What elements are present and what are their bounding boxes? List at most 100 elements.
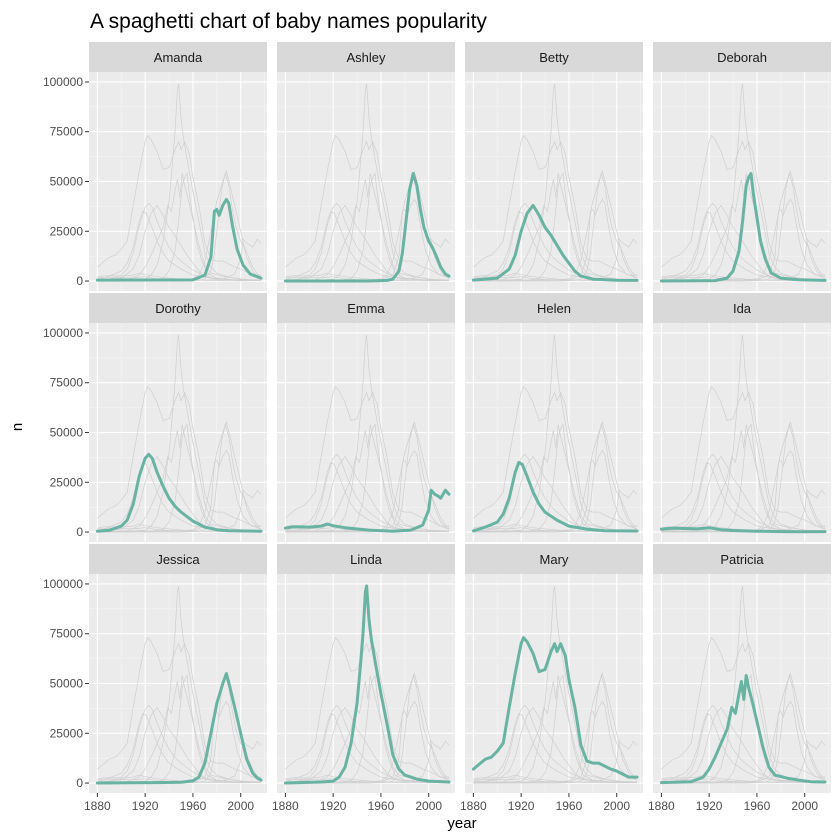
- background-line-deborah: [473, 423, 638, 533]
- background-line-jessica: [473, 170, 638, 282]
- background-line-ashley: [97, 172, 262, 282]
- y-tick-label: 75000: [50, 627, 84, 641]
- y-tick-label: 75000: [50, 376, 84, 390]
- background-line-dorothy: [285, 453, 450, 532]
- background-line-helen: [285, 210, 450, 281]
- x-tick-label: 1880: [648, 799, 675, 813]
- facet-panel-amanda: Amanda 0 25000 50000 75000 100000: [43, 42, 267, 291]
- background-line-amanda: [285, 198, 450, 281]
- y-tick-label: 50000: [50, 426, 84, 440]
- facet-label: Patricia: [720, 552, 764, 567]
- background-line-mary: [473, 135, 637, 276]
- background-line-ida: [97, 778, 262, 784]
- background-line-mary: [285, 637, 449, 778]
- facet-label: Ida: [733, 301, 752, 316]
- background-line-patricia: [661, 424, 826, 532]
- background-line-deborah: [97, 674, 262, 784]
- facet-panels: Amanda 0 25000 50000 75000 100000 Ashley Betty D…: [43, 42, 831, 813]
- background-line-helen: [473, 712, 638, 783]
- facet-label: Jessica: [156, 552, 200, 567]
- highlight-line-ida: [659, 526, 827, 534]
- background-line-jessica: [473, 421, 638, 533]
- x-tick-label: 2000: [791, 799, 818, 813]
- background-line-dorothy: [661, 202, 826, 281]
- background-line-dorothy: [661, 453, 826, 532]
- highlight-line-deborah: [659, 172, 827, 283]
- background-line-mary: [661, 135, 825, 276]
- highlight-line-betty: [471, 203, 639, 282]
- x-tick-label: 1880: [460, 799, 487, 813]
- y-tick-label: 100000: [43, 326, 83, 340]
- facet-panel-betty: Betty: [465, 42, 643, 291]
- background-line-jessica: [285, 672, 450, 784]
- y-tick-label: 25000: [50, 224, 84, 238]
- x-tick-label: 1920: [132, 799, 159, 813]
- x-tick-label: 1960: [180, 799, 207, 813]
- y-tick-label: 100000: [43, 75, 83, 89]
- highlight-line-mary: [471, 636, 639, 779]
- facet-strip: [465, 544, 643, 574]
- y-axis-title: n: [9, 423, 26, 431]
- background-line-patricia: [285, 173, 450, 281]
- facet-panel-patricia: Patricia 1880 1920 1960 2000: [648, 544, 831, 813]
- facet-label: Deborah: [717, 50, 767, 65]
- highlight-line-ashley: [283, 172, 451, 283]
- y-tick-label: 75000: [50, 125, 84, 139]
- background-line-patricia: [97, 173, 262, 281]
- background-line-mary: [97, 135, 261, 276]
- facet-panel-emma: Emma: [277, 293, 455, 542]
- facet-panel-helen: Helen: [465, 293, 643, 542]
- background-line-linda: [473, 334, 638, 533]
- facet-panel-ida: Ida: [653, 293, 831, 542]
- background-line-patricia: [97, 424, 262, 532]
- chart-title: A spaghetti chart of baby names populari…: [90, 10, 487, 33]
- x-tick-label: 2000: [415, 799, 442, 813]
- highlight-line-linda: [283, 584, 451, 785]
- background-line-helen: [97, 461, 262, 532]
- background-line-jessica: [97, 421, 262, 533]
- background-line-helen: [661, 461, 826, 532]
- background-line-deborah: [285, 172, 450, 282]
- background-line-mary: [473, 386, 637, 527]
- x-tick-label: 1920: [320, 799, 347, 813]
- background-line-mary: [97, 637, 261, 778]
- facet-strip: [277, 544, 455, 574]
- background-line-linda: [97, 334, 262, 533]
- highlight-line-dorothy: [95, 452, 263, 533]
- background-line-jessica: [661, 170, 826, 282]
- background-line-linda: [97, 83, 262, 282]
- highlight-line-emma: [283, 488, 451, 533]
- background-line-ashley: [473, 674, 638, 784]
- background-line-helen: [661, 210, 826, 281]
- facet-strip: [653, 544, 831, 574]
- background-line-ashley: [661, 172, 826, 282]
- background-line-linda: [661, 585, 826, 784]
- background-line-patricia: [473, 173, 638, 281]
- facet-panel-mary: Mary 1880 1920 1960 2000: [460, 544, 643, 813]
- background-line-ashley: [473, 172, 638, 282]
- y-tick-label: 0: [76, 776, 83, 790]
- y-tick-label: 100000: [43, 577, 83, 591]
- background-line-deborah: [97, 423, 262, 533]
- facet-strip: [277, 293, 455, 323]
- background-line-deborah: [661, 423, 826, 533]
- facet-label: Betty: [539, 50, 569, 65]
- facet-strip: [653, 293, 831, 323]
- background-line-mary: [661, 386, 825, 527]
- background-line-linda: [285, 83, 450, 282]
- facet-strip: [465, 293, 643, 323]
- background-line-helen: [473, 210, 638, 281]
- background-line-ashley: [285, 674, 450, 784]
- facet-panel-deborah: Deborah: [653, 42, 831, 291]
- background-line-linda: [473, 585, 638, 784]
- background-line-dorothy: [285, 704, 450, 783]
- facet-strip: [89, 544, 267, 574]
- background-line-amanda: [473, 700, 638, 783]
- x-tick-label: 1960: [368, 799, 395, 813]
- highlight-line-patricia: [659, 674, 827, 785]
- background-line-deborah: [473, 674, 638, 784]
- background-line-deborah: [285, 423, 450, 533]
- background-line-jessica: [661, 672, 826, 784]
- background-line-amanda: [97, 700, 262, 783]
- highlight-line-helen: [471, 460, 639, 533]
